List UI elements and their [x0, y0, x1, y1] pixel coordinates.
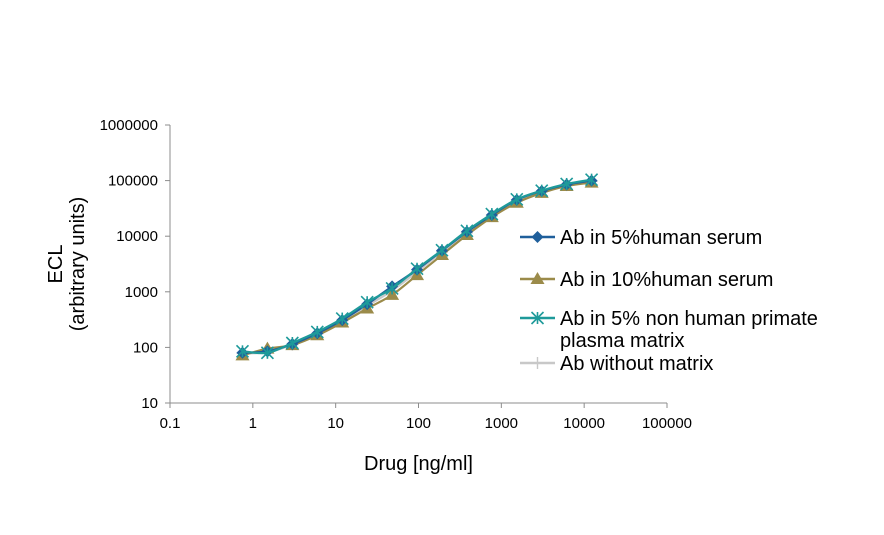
y-axis-title: ECL(arbitrary units): [45, 197, 89, 331]
data-point: [385, 281, 399, 295]
data-point: [585, 173, 599, 187]
y-tick-label: 10: [141, 395, 158, 412]
data-point: [335, 312, 349, 326]
legend: Ab in 5%human serum Ab in 10%human serum A…: [520, 227, 818, 375]
x-tick-label: 1: [249, 415, 257, 432]
legend-swatch-marker: [530, 272, 545, 284]
legend-item-1: Ab in 5%human serum: [520, 227, 762, 249]
legend-swatch-marker: [531, 231, 544, 243]
legend-item-4: Ab without matrix: [520, 353, 713, 375]
data-point: [460, 224, 474, 238]
x-tick-label: 0.1: [160, 415, 181, 432]
y-tick-label: 100000: [108, 173, 158, 190]
legend-label: Ab in 10%human serum: [560, 269, 773, 291]
legend-swatch-marker: [531, 357, 544, 369]
data-point: [435, 243, 449, 257]
y-tick-label: 10000: [116, 228, 158, 245]
x-tick-label: 10000: [563, 415, 605, 432]
y-axis-title-line: (arbitrary units): [67, 197, 89, 331]
axes: 10 100 1000 10000 100000 1000000 0.1 1 10 100 1000…: [100, 117, 692, 432]
legend-swatch-marker: [530, 311, 545, 325]
data-point: [410, 262, 424, 276]
x-tick-label: 1000: [485, 415, 518, 432]
x-tick-label: 100000: [642, 415, 692, 432]
axis-titles: Drug [ng/ml] ECL(arbitrary units): [45, 197, 473, 475]
y-axis-title-line: ECL: [45, 245, 67, 284]
data-point: [535, 184, 549, 198]
legend-label: Ab in 5% non human primate: [560, 308, 818, 330]
series-group: [235, 173, 599, 361]
legend-item-2: Ab in 10%human serum: [520, 269, 773, 291]
y-tick-label: 1000: [125, 284, 158, 301]
x-tick-label: 10: [327, 415, 344, 432]
data-point: [360, 295, 374, 309]
legend-label: plasma matrix: [560, 330, 684, 352]
y-tick-label: 100: [133, 339, 158, 356]
legend-label: Ab without matrix: [560, 353, 713, 375]
series-3: [235, 173, 599, 360]
data-point: [260, 346, 274, 360]
data-point: [485, 207, 499, 221]
y-tick-label: 1000000: [100, 117, 158, 134]
x-axis-title: Drug [ng/ml]: [364, 453, 473, 475]
data-point: [560, 177, 574, 191]
data-point: [510, 192, 524, 206]
data-point: [285, 336, 299, 350]
data-point: [310, 325, 324, 339]
x-tick-label: 100: [406, 415, 431, 432]
data-point: [235, 344, 250, 358]
legend-label: Ab in 5%human serum: [560, 227, 762, 249]
